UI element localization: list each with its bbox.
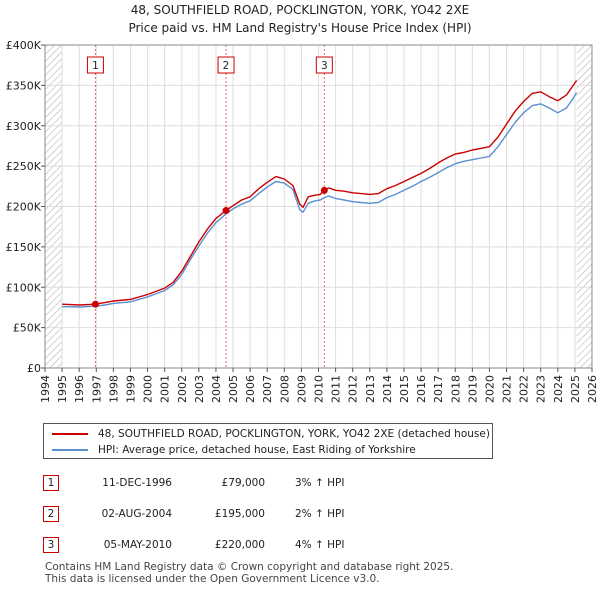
series-line-hpi <box>62 92 578 308</box>
sale-marker-box <box>86 56 104 74</box>
x-tick-label: 2010 <box>313 375 326 403</box>
legend-item-property: 48, SOUTHFIELD ROAD, POCKLINGTON, YORK, … <box>52 426 490 442</box>
transaction-row: 3 05-MAY-2010 £220,000 4% ↑ HPI <box>0 537 600 555</box>
x-tick-label: 2005 <box>227 375 240 403</box>
x-tick-label: 2003 <box>193 375 206 403</box>
x-tick-label: 2020 <box>483 375 496 403</box>
sale-marker-number: 2 <box>223 60 230 72</box>
sale-point <box>222 207 230 215</box>
x-tick-label: 2015 <box>398 375 411 403</box>
y-tick-label: £0 <box>27 362 41 375</box>
x-tick-label: 1997 <box>90 375 103 403</box>
footer-copyright: Contains HM Land Registry data © Crown c… <box>45 561 454 573</box>
sale-marker-number: 3 <box>321 60 328 72</box>
transaction-hpi: 4% ↑ HPI <box>295 539 345 551</box>
price-chart: 1 2 3 £0 £50K £100K £150K £200K £250K £300K £350K… <box>6 39 599 403</box>
transaction-hpi: 3% ↑ HPI <box>295 477 345 489</box>
x-tick-label: 2026 <box>586 375 599 403</box>
y-tick-label: £50K <box>13 322 42 335</box>
x-tick-label: 2004 <box>210 375 223 403</box>
transaction-row: 2 02-AUG-2004 £195,000 2% ↑ HPI <box>0 506 600 524</box>
legend-swatch-property <box>52 433 88 435</box>
transaction-price: £195,000 <box>214 508 265 520</box>
x-tick-label: 2017 <box>432 375 445 403</box>
footer-license: This data is licensed under the Open Gov… <box>45 573 380 585</box>
x-tick-label: 2023 <box>535 375 548 403</box>
x-tick-label: 2024 <box>552 375 565 403</box>
sale-marker-box <box>217 56 235 74</box>
sale-point <box>91 300 99 308</box>
y-tick-label: £100K <box>6 281 42 294</box>
transaction-price: £220,000 <box>214 539 265 551</box>
transaction-date: 05-MAY-2010 <box>103 539 172 551</box>
sale-marker-number: 1 <box>92 60 99 72</box>
series-line-property <box>62 80 578 306</box>
legend-label-property: 48, SOUTHFIELD ROAD, POCKLINGTON, YORK, … <box>98 428 490 440</box>
chart-subtitle: Price paid vs. HM Land Registry's House … <box>128 21 472 35</box>
x-tick-label: 2001 <box>159 375 172 403</box>
x-tick-label: 2019 <box>466 375 479 403</box>
transaction-number: 1 <box>43 475 59 491</box>
x-tick-label: 1998 <box>107 375 120 403</box>
y-tick-label: £150K <box>6 241 42 254</box>
x-tick-label: 2012 <box>347 375 360 403</box>
x-tick-label: 2002 <box>176 375 189 403</box>
x-tick-label: 1994 <box>39 375 52 403</box>
x-tick-label: 2014 <box>381 375 394 403</box>
y-tick-label: £200K <box>6 201 42 214</box>
x-tick-label: 2021 <box>501 375 514 403</box>
y-tick-label: £250K <box>6 160 42 173</box>
chart-legend: 48, SOUTHFIELD ROAD, POCKLINGTON, YORK, … <box>43 423 493 459</box>
x-tick-label: 1999 <box>124 375 137 403</box>
transaction-hpi: 2% ↑ HPI <box>295 508 345 520</box>
y-tick-label: £300K <box>6 120 42 133</box>
x-tick-label: 2025 <box>569 375 582 403</box>
x-tick-label: 2016 <box>415 375 428 403</box>
x-tick-label: 2007 <box>261 375 274 403</box>
x-tick-label: 2000 <box>142 375 155 403</box>
x-tick-label: 2013 <box>364 375 377 403</box>
transaction-number: 2 <box>43 506 59 522</box>
transaction-number: 3 <box>43 537 59 553</box>
chart-title: 48, SOUTHFIELD ROAD, POCKLINGTON, YORK, … <box>130 3 470 17</box>
x-tick-label: 2009 <box>295 375 308 403</box>
y-tick-label: £350K <box>6 79 42 92</box>
sale-marker-box <box>315 56 333 74</box>
y-tick-label: £400K <box>6 39 42 52</box>
x-tick-label: 2006 <box>244 375 257 403</box>
x-tick-label: 2022 <box>518 375 531 403</box>
transaction-date: 02-AUG-2004 <box>101 508 172 520</box>
x-tick-label: 2008 <box>278 375 291 403</box>
legend-item-hpi: HPI: Average price, detached house, East… <box>52 442 416 458</box>
x-tick-label: 1996 <box>73 375 86 403</box>
x-tick-label: 2018 <box>449 375 462 403</box>
sale-point <box>320 186 328 194</box>
legend-swatch-hpi <box>52 449 88 451</box>
legend-label-hpi: HPI: Average price, detached house, East… <box>98 444 416 456</box>
x-tick-label: 2011 <box>330 375 343 403</box>
transaction-date: 11-DEC-1996 <box>102 477 172 489</box>
transaction-row: 1 11-DEC-1996 £79,000 3% ↑ HPI <box>0 475 600 493</box>
transaction-price: £79,000 <box>221 477 265 489</box>
x-tick-label: 1995 <box>56 375 69 403</box>
